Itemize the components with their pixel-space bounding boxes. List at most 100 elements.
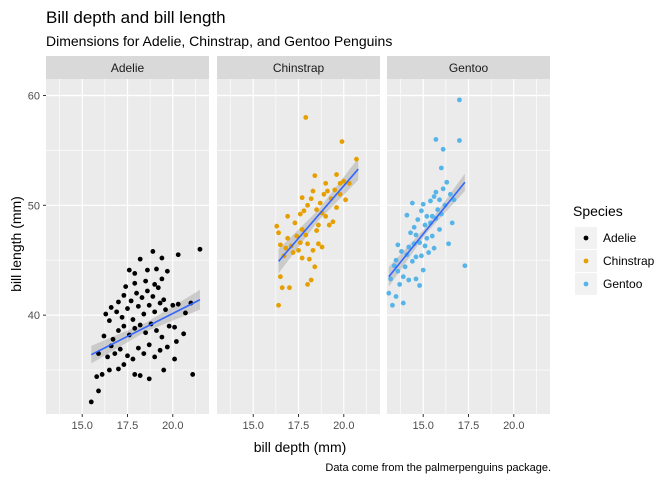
data-point [406,277,412,283]
data-point [154,266,159,272]
data-point [101,333,107,339]
data-point [312,264,318,270]
data-point [386,290,392,296]
data-point [132,372,138,377]
facet-panel-chinstrap: Chinstrap 15.0 17.5 20.0 [217,56,380,432]
data-point [431,245,437,251]
data-point [447,191,453,197]
data-point [159,276,165,282]
data-point [106,318,112,324]
data-point [137,322,143,328]
data-point [143,278,149,284]
data-point [166,323,172,329]
data-point [155,285,161,291]
data-point [190,372,196,377]
data-point [337,180,343,186]
data-point [339,139,345,145]
data-point [108,305,114,310]
data-point [400,300,406,306]
data-point [393,294,399,299]
data-point [400,274,406,280]
facet-strip [46,56,209,79]
data-point [290,250,296,255]
data-point [170,302,176,308]
data-point [299,255,305,261]
data-point [457,138,462,143]
data-point [132,280,138,286]
data-point [429,213,435,219]
data-point [117,346,123,352]
x-tick-label: 15.0 [413,420,434,432]
data-point [420,201,426,207]
data-point [110,336,116,342]
x-tick-label: 17.5 [288,420,309,432]
data-point [337,191,343,197]
data-point [399,249,404,254]
data-point [159,334,165,340]
data-point [174,339,179,344]
data-point [274,223,280,229]
data-point [128,298,134,304]
legend-swatch [583,281,589,287]
chart-caption: Data come from the palmerpenguins packag… [325,462,551,474]
data-point [154,328,159,333]
data-point [332,187,338,193]
facet-strip-label: Gentoo [449,61,489,75]
data-point [325,188,330,194]
data-point [276,230,281,236]
data-point [132,325,138,331]
data-point [146,342,152,348]
data-point [125,353,130,359]
data-point [99,372,105,377]
data-point [157,300,163,306]
legend-swatch [583,258,589,264]
data-point [451,197,457,203]
data-point [130,317,136,322]
data-point [462,263,468,269]
data-point [135,345,141,351]
data-point [88,399,94,405]
data-point [294,233,300,239]
data-point [152,354,158,360]
data-point [121,292,127,298]
data-point [121,323,127,329]
data-point [146,302,152,308]
trend-line [277,168,359,262]
data-point [152,281,158,287]
y-axis: 40 50 60 [28,90,46,322]
facet-strip-label: Chinstrap [273,61,325,75]
data-point [137,256,143,262]
data-point [323,213,329,219]
data-point [422,222,428,228]
data-point [435,207,441,213]
data-point [413,232,419,238]
data-point [323,180,329,186]
data-point [164,344,170,350]
data-point [411,224,417,230]
data-point [417,240,422,246]
data-point [419,208,424,214]
y-tick-label: 40 [28,310,40,322]
data-point [119,314,125,320]
data-point [419,253,424,259]
legend: Species Adelie Chinstrap Gentoo [573,203,655,295]
y-tick-label: 60 [28,90,40,102]
legend-entries: Adelie Chinstrap Gentoo [575,227,655,295]
data-point [431,194,437,199]
data-point [341,178,347,184]
data-point [310,188,316,194]
data-point [310,247,316,253]
data-point [285,235,291,241]
data-point [397,281,403,287]
data-point [141,311,147,317]
data-point [150,249,156,254]
data-point [395,242,401,248]
data-point [440,146,446,152]
data-point [121,362,127,367]
x-tick-label: 17.5 [117,420,138,432]
x-tick-label: 17.5 [458,420,479,432]
legend-label: Chinstrap [603,254,655,268]
data-point [114,309,120,315]
data-point [321,191,327,197]
